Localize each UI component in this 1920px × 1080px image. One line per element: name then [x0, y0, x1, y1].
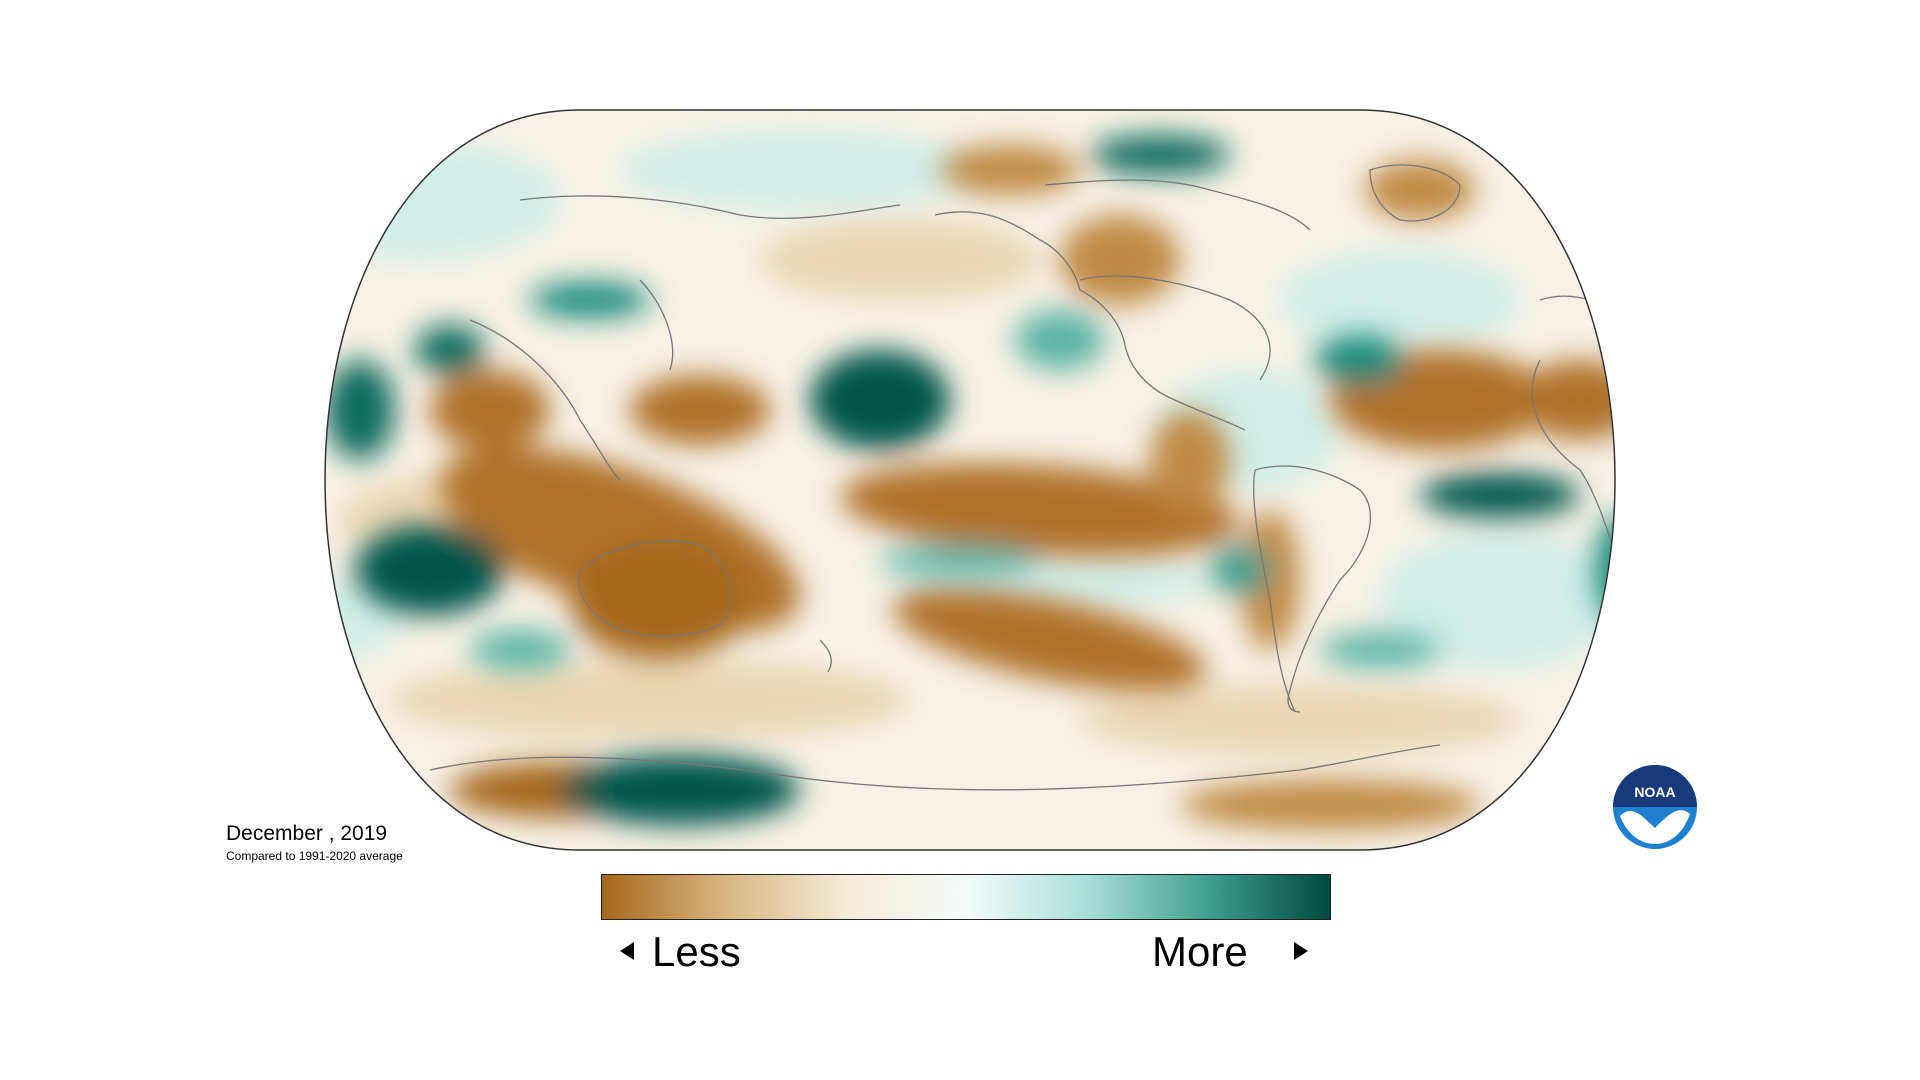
noaa-logo: NOAA	[1612, 764, 1698, 850]
legend-color-bar	[601, 874, 1331, 920]
legend-more-label: More	[1152, 928, 1248, 976]
map-date: December , 2019	[226, 822, 387, 846]
triangle-left-icon	[620, 942, 634, 960]
legend-less-label: Less	[652, 928, 741, 976]
anomaly-field	[0, 0, 1710, 860]
triangle-right-icon	[1294, 942, 1308, 960]
noaa-logo-text: NOAA	[1634, 784, 1675, 800]
map-subtitle: Compared to 1991-2020 average	[226, 849, 403, 863]
